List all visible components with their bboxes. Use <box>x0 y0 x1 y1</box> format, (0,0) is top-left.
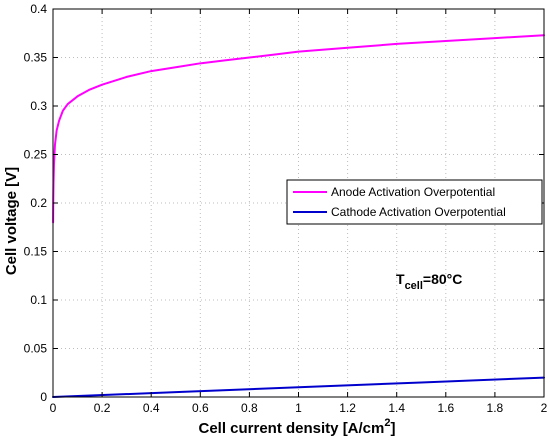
y-tick-label: 0.25 <box>24 148 48 162</box>
x-tick-label: 0.2 <box>94 401 111 415</box>
legend-box <box>286 179 543 225</box>
x-tick-label: 0.6 <box>192 401 209 415</box>
x-axis-label-tail: ] <box>391 420 396 437</box>
temperature-annotation: Tcell=80°C <box>396 271 462 292</box>
x-tick-label: 1.2 <box>339 401 356 415</box>
x-tick-label: 1 <box>295 401 302 415</box>
x-tick-label: 0.4 <box>143 401 160 415</box>
grid-lines <box>53 9 544 397</box>
x-tick-label: 1.4 <box>388 401 405 415</box>
x-axis-label-main: Cell current density [A/cm <box>198 420 384 437</box>
x-tick-label: 2 <box>541 401 548 415</box>
y-tick-label: 0.4 <box>30 2 47 16</box>
legend-label-cathode: Cathode Activation Overpotential <box>331 205 506 219</box>
y-axis-label: Cell voltage [V] <box>3 167 20 275</box>
x-axis-label: Cell current density [A/cm2] <box>198 417 395 437</box>
series-line-cathode <box>52 376 545 398</box>
x-tick-label: 1.8 <box>487 401 504 415</box>
y-tick-label: 0.1 <box>30 293 47 307</box>
y-tick-label: 0.15 <box>24 245 48 259</box>
legend-label-anode: Anode Activation Overpotential <box>331 185 495 199</box>
x-tick-label: 0.8 <box>241 401 258 415</box>
x-tick-label: 1.6 <box>437 401 454 415</box>
series-line-anode <box>52 34 545 224</box>
y-tick-label: 0.35 <box>24 51 48 65</box>
y-tick-label: 0.05 <box>24 342 48 356</box>
annotation-tail: =80°C <box>423 271 462 287</box>
annotation-subscript: cell <box>405 280 423 292</box>
axis-ticks: 0 0.2 0.4 0.6 0.8 1 1.2 1.4 1.6 1.8 2 0 0.05 0.1 0.15 0… <box>24 2 548 415</box>
annotation-main: T <box>396 271 405 287</box>
y-tick-label: 0.2 <box>30 196 47 210</box>
legend: Anode Activation Overpotential Cathode A… <box>286 179 543 225</box>
y-tick-label: 0.3 <box>30 99 47 113</box>
series-lines <box>52 34 545 398</box>
x-tick-label: 0 <box>50 401 57 415</box>
x-axis-label-superscript: 2 <box>384 417 390 429</box>
y-tick-label: 0 <box>40 390 47 404</box>
